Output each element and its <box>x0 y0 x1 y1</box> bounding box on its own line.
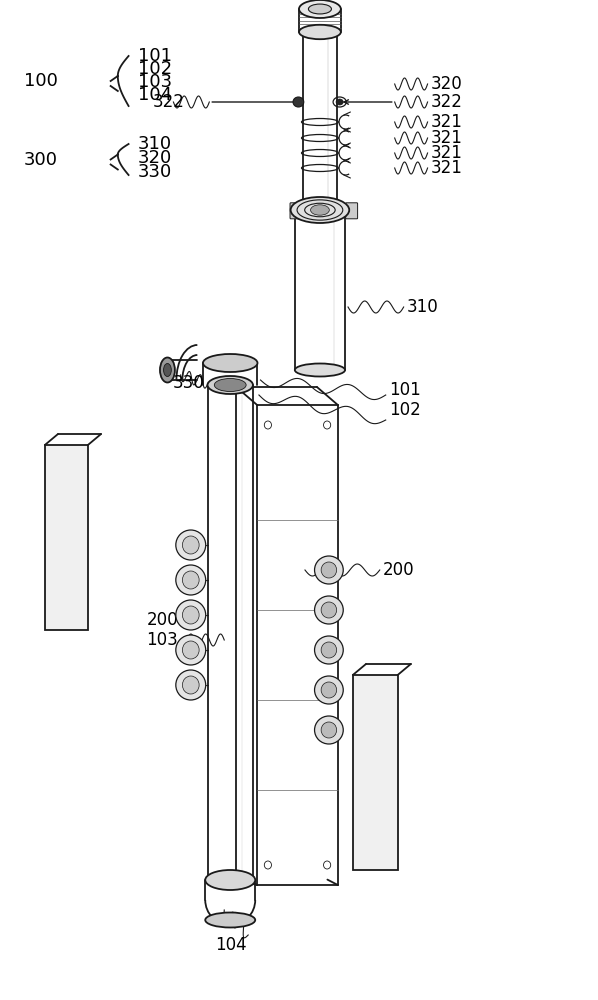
Text: 300: 300 <box>24 151 58 169</box>
Text: 310: 310 <box>407 298 438 316</box>
Text: 330: 330 <box>138 163 172 181</box>
Ellipse shape <box>208 376 253 394</box>
Ellipse shape <box>205 912 255 928</box>
Ellipse shape <box>315 596 343 624</box>
Ellipse shape <box>315 716 343 744</box>
Ellipse shape <box>315 636 343 664</box>
Ellipse shape <box>336 99 343 105</box>
Ellipse shape <box>176 565 206 595</box>
Ellipse shape <box>182 676 199 694</box>
Ellipse shape <box>214 378 246 391</box>
Ellipse shape <box>291 197 349 223</box>
Text: 103: 103 <box>138 73 172 91</box>
FancyBboxPatch shape <box>290 203 302 219</box>
Text: 101: 101 <box>389 381 420 399</box>
Ellipse shape <box>309 4 331 14</box>
Text: 322: 322 <box>152 93 184 111</box>
Ellipse shape <box>182 536 199 554</box>
Text: 321: 321 <box>431 113 462 131</box>
Text: 310: 310 <box>138 135 172 153</box>
Ellipse shape <box>176 600 206 630</box>
Ellipse shape <box>182 571 199 589</box>
Text: 102: 102 <box>138 60 172 78</box>
Ellipse shape <box>176 670 206 700</box>
Text: 100: 100 <box>24 72 58 90</box>
Ellipse shape <box>321 682 337 698</box>
Text: 103: 103 <box>147 631 178 649</box>
Text: 200: 200 <box>383 561 414 579</box>
Ellipse shape <box>205 870 255 890</box>
Text: 321: 321 <box>431 129 462 147</box>
Text: 104: 104 <box>215 936 247 954</box>
Ellipse shape <box>321 602 337 618</box>
Text: 102: 102 <box>389 401 420 419</box>
Ellipse shape <box>182 641 199 659</box>
Text: 330: 330 <box>172 374 204 392</box>
Ellipse shape <box>315 676 343 704</box>
Text: 200: 200 <box>147 611 178 629</box>
Text: 320: 320 <box>431 75 462 93</box>
Text: 321: 321 <box>431 144 462 162</box>
Ellipse shape <box>164 363 172 376</box>
Ellipse shape <box>321 562 337 578</box>
Text: 321: 321 <box>431 159 462 177</box>
Text: 104: 104 <box>138 86 172 104</box>
Ellipse shape <box>176 530 206 560</box>
Ellipse shape <box>293 97 304 107</box>
Ellipse shape <box>295 363 345 376</box>
Ellipse shape <box>176 635 206 665</box>
Ellipse shape <box>160 358 175 382</box>
Text: 322: 322 <box>431 93 462 111</box>
Bar <box>45 445 88 630</box>
Ellipse shape <box>203 354 258 372</box>
Ellipse shape <box>321 642 337 658</box>
Bar <box>353 675 398 870</box>
Text: 101: 101 <box>138 47 172 65</box>
Ellipse shape <box>299 25 341 39</box>
Ellipse shape <box>299 0 341 18</box>
Ellipse shape <box>321 722 337 738</box>
Ellipse shape <box>310 205 329 215</box>
Ellipse shape <box>182 606 199 624</box>
FancyBboxPatch shape <box>346 203 358 219</box>
Ellipse shape <box>315 556 343 584</box>
Text: 320: 320 <box>138 149 172 167</box>
